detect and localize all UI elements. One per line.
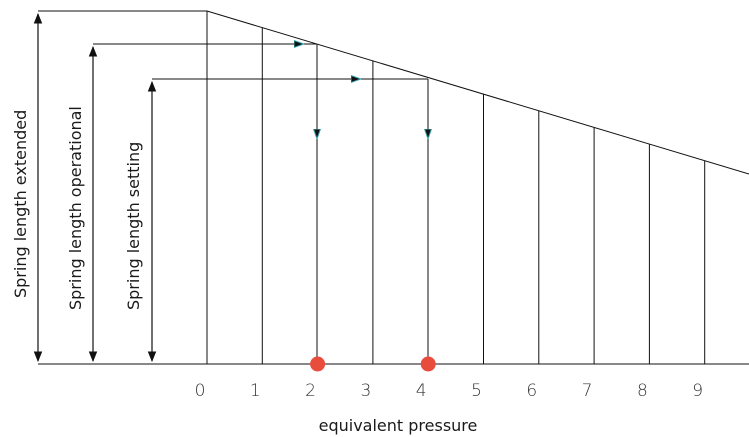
tick-label-0: 0 bbox=[195, 381, 206, 401]
tick-label-2: 2 bbox=[305, 381, 316, 401]
tick-label-6: 6 bbox=[526, 381, 537, 401]
x-tick-labels: 0 1 2 3 4 5 6 7 8 9 bbox=[195, 381, 704, 401]
vertical-grid-lines bbox=[206, 11, 706, 364]
tick-label-1: 1 bbox=[250, 381, 261, 401]
tick-label-4: 4 bbox=[416, 381, 427, 401]
tick-label-8: 8 bbox=[637, 381, 648, 401]
label-setting: Spring length setting bbox=[124, 142, 143, 310]
label-extended: Spring length extended bbox=[11, 110, 30, 298]
tick-label-3: 3 bbox=[360, 381, 371, 401]
tick-label-5: 5 bbox=[471, 381, 482, 401]
marker-4 bbox=[420, 356, 436, 372]
marker-2 bbox=[310, 356, 326, 372]
pressure-markers bbox=[310, 356, 436, 372]
sloped-top-line bbox=[206, 10, 749, 175]
tick-label-9: 9 bbox=[692, 381, 703, 401]
label-operational: Spring length operational bbox=[66, 106, 85, 310]
x-axis-title: equivalent pressure bbox=[319, 416, 478, 435]
tick-label-7: 7 bbox=[582, 381, 593, 401]
